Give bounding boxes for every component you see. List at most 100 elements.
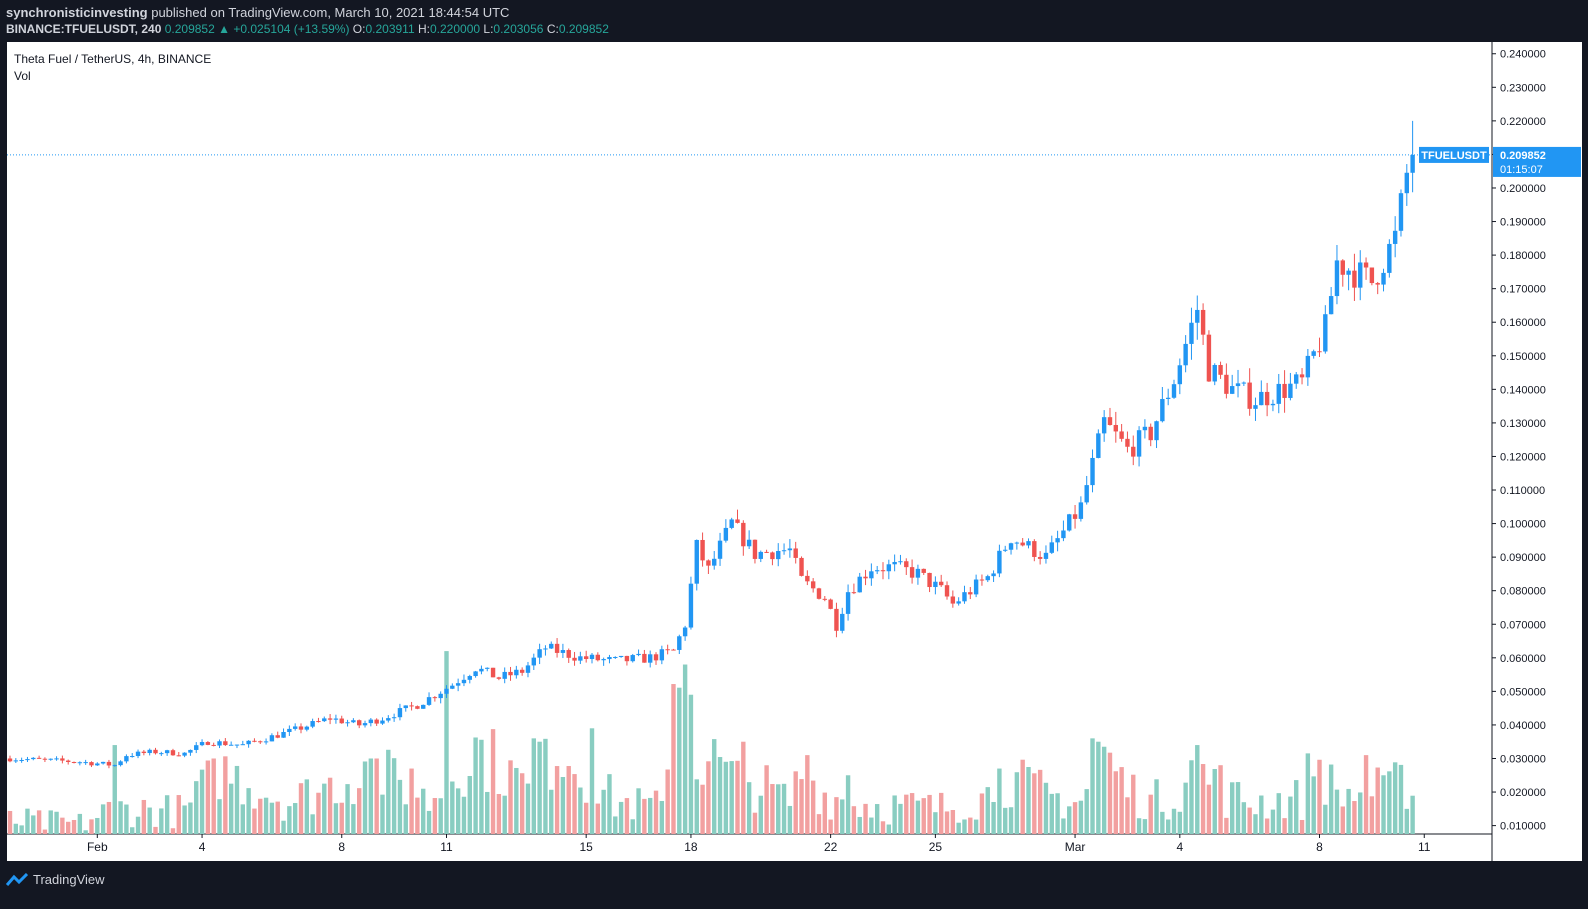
- price-tick-label: 0.190000: [1500, 217, 1546, 229]
- candle-body: [1305, 355, 1311, 378]
- candle-body: [374, 719, 379, 724]
- candle-body: [874, 570, 880, 572]
- candle-body: [211, 744, 216, 746]
- time-tick-label: 4: [199, 840, 206, 854]
- candle-body: [1247, 382, 1252, 409]
- candle-body: [351, 720, 356, 723]
- volume-legend[interactable]: Vol: [14, 69, 31, 83]
- candle-body: [549, 643, 554, 649]
- candle-body: [1241, 382, 1247, 384]
- volume-bar: [199, 769, 205, 834]
- candle-body: [1020, 542, 1025, 546]
- ohlc-line: BINANCE:TFUELUSDT, 240 0.209852 ▲ +0.025…: [6, 22, 609, 36]
- volume-bar: [950, 810, 956, 834]
- volume-bar: [1404, 808, 1409, 834]
- volume-bar: [1369, 796, 1375, 834]
- candle-body: [1032, 541, 1037, 557]
- volume-bar: [869, 817, 874, 834]
- volume-bar: [327, 777, 333, 834]
- volume-bar: [176, 795, 181, 834]
- price-tick-label: 0.060000: [1500, 653, 1546, 665]
- volume-bar: [234, 765, 240, 834]
- volume-bar: [1195, 745, 1200, 834]
- price-tick-label: 0.150000: [1500, 351, 1546, 363]
- volume-bar: [380, 794, 385, 834]
- candle-body: [36, 757, 42, 759]
- candle-body: [42, 758, 48, 760]
- candle-body: [1235, 383, 1241, 387]
- candle-body: [71, 761, 77, 763]
- chart-area[interactable]: 0.010000 0.020000 0.030000 0.040000 0.050000…: [7, 42, 1582, 861]
- candle-body: [421, 704, 426, 709]
- candle-body: [764, 551, 769, 553]
- candle-body: [1101, 417, 1107, 434]
- candle-body: [304, 726, 310, 730]
- candle-body: [1369, 267, 1375, 284]
- publisher-name[interactable]: synchronisticinvesting: [6, 5, 148, 20]
- volume-bar: [252, 808, 257, 834]
- candle-body: [1206, 334, 1212, 382]
- volume-bar: [1282, 818, 1287, 834]
- candle-body: [915, 568, 921, 578]
- volume-bar: [741, 741, 746, 834]
- candle-body: [479, 668, 484, 672]
- volume-bar: [630, 819, 635, 834]
- volume-bar: [618, 801, 624, 834]
- volume-bar: [1346, 788, 1351, 834]
- candle-body: [1119, 431, 1124, 439]
- candle-body: [776, 550, 781, 560]
- candle-body: [89, 762, 94, 766]
- candle-body: [572, 657, 577, 661]
- candle-body: [7, 758, 13, 762]
- volume-bar: [700, 784, 705, 834]
- close-value: 0.209852: [558, 22, 609, 36]
- candle-body: [147, 749, 152, 754]
- volume-bar: [397, 779, 403, 834]
- candle-body: [357, 720, 362, 726]
- candle-body: [135, 751, 141, 757]
- volume-bar: [1276, 793, 1281, 834]
- volume-bar: [415, 797, 420, 834]
- candle-body: [269, 735, 275, 742]
- volume-bar: [1055, 793, 1060, 834]
- candle-body: [176, 755, 181, 757]
- candle-body: [322, 718, 327, 722]
- candle-body: [48, 758, 53, 760]
- volume-bar: [322, 783, 327, 834]
- volume-bar: [362, 761, 368, 834]
- candle-body: [182, 752, 187, 756]
- candle-body: [1078, 502, 1084, 519]
- candle-body: [863, 576, 868, 579]
- chart-title: Theta Fuel / TetherUS, 4h, BINANCE: [14, 52, 212, 66]
- candle-body: [362, 723, 368, 726]
- candle-body: [1061, 530, 1066, 539]
- volume-bar: [1148, 794, 1153, 834]
- volume-bar: [426, 810, 432, 834]
- candle-body: [1311, 351, 1316, 356]
- volume-bar: [1061, 818, 1066, 834]
- volume-bar: [898, 803, 903, 834]
- volume-bar: [159, 808, 164, 834]
- candle-body: [164, 750, 170, 754]
- candle-body: [217, 741, 222, 746]
- candle-body: [537, 649, 542, 658]
- tradingview-logo[interactable]: TradingView: [6, 872, 105, 887]
- time-tick-label: 15: [580, 840, 594, 854]
- volume-bar: [601, 789, 606, 834]
- volume-bar: [281, 820, 286, 834]
- volume-bar: [659, 800, 665, 834]
- candle-body: [438, 693, 443, 699]
- volume-bar: [223, 756, 228, 834]
- symbol-tag: TFUELUSDT: [1421, 150, 1487, 162]
- volume-bar: [502, 795, 507, 834]
- interval-label: 240: [141, 22, 162, 36]
- candle-body: [1358, 262, 1363, 288]
- price-chart[interactable]: 0.010000 0.020000 0.030000 0.040000 0.050000…: [7, 42, 1582, 861]
- volume-bar: [496, 793, 502, 834]
- candle-body: [601, 659, 606, 661]
- candle-body: [380, 720, 385, 724]
- volume-bar: [316, 792, 321, 834]
- candle-body: [956, 601, 961, 604]
- candle-body: [508, 671, 513, 676]
- candle-body: [1084, 485, 1089, 503]
